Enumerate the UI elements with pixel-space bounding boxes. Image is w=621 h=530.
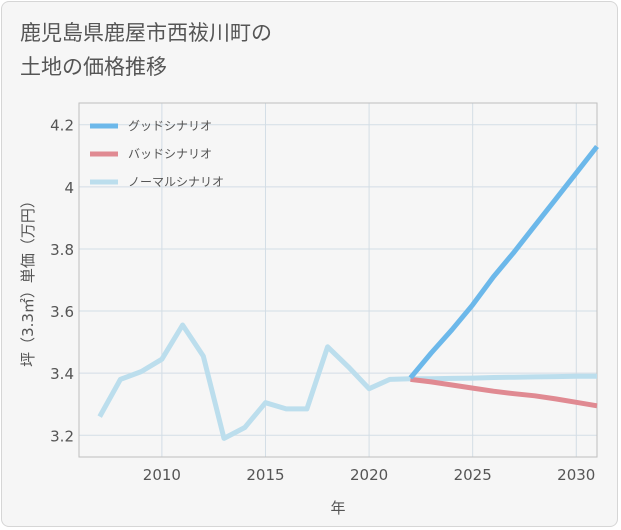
- legend-label: ノーマルシナリオ: [128, 175, 224, 189]
- grid-lines: [79, 103, 597, 457]
- chart-title-line-1: 鹿児島県鹿屋市西祓川町の: [20, 21, 272, 45]
- legend-label: グッドシナリオ: [128, 119, 212, 133]
- y-axis-label: 坪（3.3㎡）単価（万円）: [19, 193, 37, 367]
- series-line-2: [97, 322, 597, 441]
- chart-title-line-2: 土地の価格推移: [20, 55, 167, 79]
- y-tick-label: 3.8: [50, 241, 74, 259]
- y-tick-label: 4: [64, 179, 74, 197]
- x-tick-label: 2010: [143, 466, 181, 484]
- x-tick-label: 2030: [557, 466, 595, 484]
- axis-ticks: 2010 2015 2020 2025 2030 3.2 3.4 3.6 3.8 4 4.2: [50, 117, 595, 484]
- x-tick-label: 2025: [454, 466, 492, 484]
- legend-label: バッドシナリオ: [128, 147, 212, 161]
- y-tick-label: 3.2: [50, 427, 74, 445]
- y-tick-label: 4.2: [50, 117, 74, 135]
- series-lines: [97, 144, 599, 441]
- chart-title: 鹿児島県鹿屋市西祓川町の 土地の価格推移: [20, 16, 540, 84]
- series-line-1: [410, 376, 598, 409]
- x-axis-label: 年: [330, 499, 345, 517]
- y-tick-label: 3.4: [50, 365, 74, 383]
- x-tick-label: 2015: [246, 466, 284, 484]
- series-line-0: [408, 144, 599, 380]
- y-tick-label: 3.6: [50, 303, 74, 321]
- x-tick-label: 2020: [350, 466, 388, 484]
- plot-area-border: [78, 102, 598, 458]
